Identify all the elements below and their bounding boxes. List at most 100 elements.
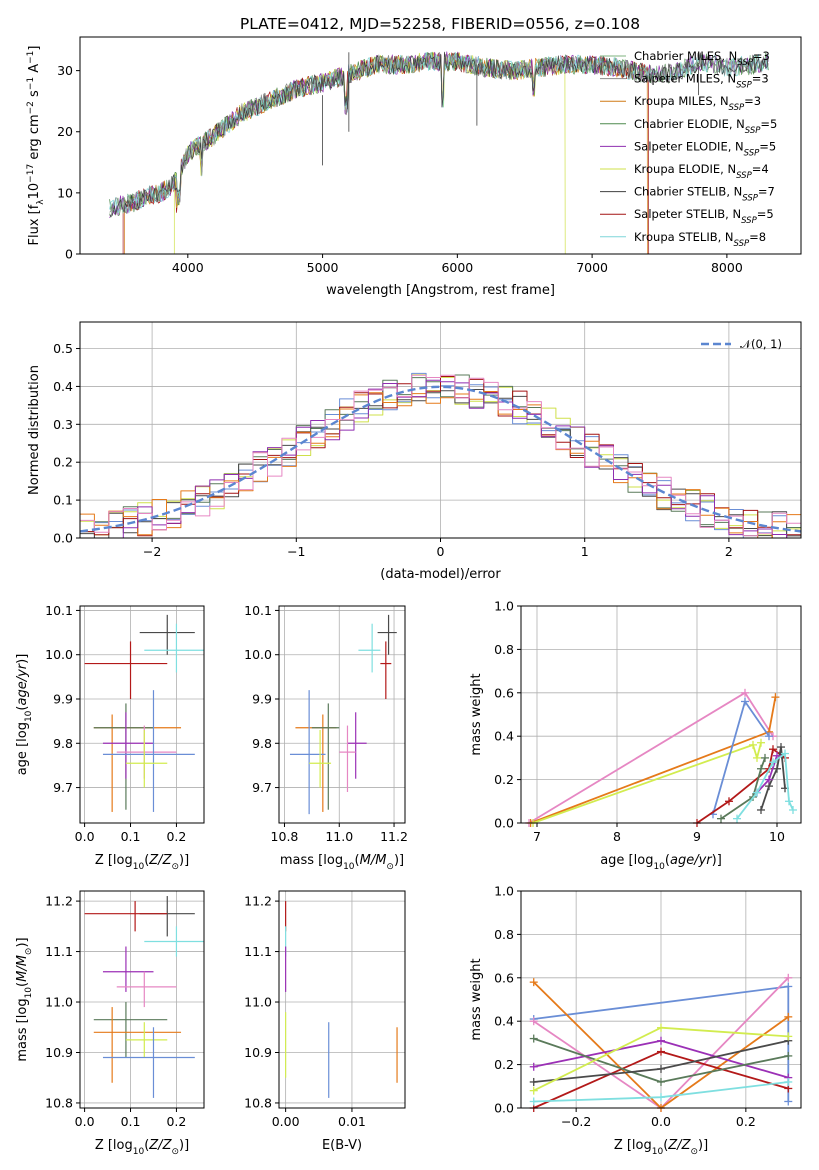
spectrum-xtick-label: 5000 — [307, 260, 339, 275]
mass-ebv-ytick-label: 11.0 — [244, 995, 272, 1010]
mass-ebv-ytick-label: 10.9 — [244, 1045, 272, 1060]
weight-age-ylabel: mass weight — [469, 673, 484, 755]
spectrum-frame — [79, 36, 802, 255]
weight-z-xtick-label: 0.2 — [736, 1114, 756, 1129]
age-mass-xtick-label: 11.0 — [325, 829, 353, 844]
normal-curve — [79, 385, 802, 533]
mass-ebv-xtick-label: 0.00 — [272, 1114, 300, 1129]
weight-age-ytick-label: 0.8 — [494, 642, 514, 657]
weight-age-xtick-label: 7 — [533, 829, 541, 844]
mass-ebv-ytick-label: 11.2 — [244, 894, 272, 909]
mass-z-xtick-label: 0.1 — [121, 1114, 141, 1129]
weight-age-xlabel: age [log10(age/yr)] — [600, 853, 722, 872]
age-mass-xtick-label: 10.8 — [271, 829, 299, 844]
mass-z-xtick-label: 0.0 — [75, 1114, 95, 1129]
weight-age-ytick-label: 0.0 — [494, 816, 514, 831]
age-z-xtick-label: 0.1 — [121, 829, 141, 844]
mass-z-ytick-label: 10.8 — [45, 1095, 73, 1110]
age-z-xlabel: Z [log10(Z/Z⊙)] — [95, 853, 189, 872]
spectrum-xtick-label: 4000 — [172, 260, 204, 275]
legend-label-chabrier_elodie: Chabrier ELODIE, NSSP=5 — [634, 117, 777, 136]
spectrum-ytick-label: 20 — [57, 124, 73, 139]
hist-series-pink — [80, 374, 801, 537]
hist-xlabel: (data-model)/error — [380, 567, 501, 582]
age-mass-frame — [278, 605, 406, 824]
weight-z-xlabel: Z [log10(Z/Z⊙)] — [614, 1138, 708, 1157]
hist-xtick-label: −2 — [143, 544, 161, 559]
age-z-xtick-label: 0.0 — [75, 829, 95, 844]
mass-z-ytick-label: 11.1 — [45, 944, 73, 959]
hist-ytick-label: 0.3 — [53, 417, 73, 432]
age-z-ytick-label: 9.8 — [53, 736, 73, 751]
legend-label-kroupa_elodie: Kroupa ELODIE, NSSP=4 — [634, 162, 769, 181]
legend-label-chabrier_miles: Chabrier MILES, NSSP=3 — [634, 49, 770, 68]
weight-age-series-orange — [530, 696, 777, 824]
mass-ebv-frame — [278, 890, 406, 1109]
spectrum-ytick-label: 30 — [57, 63, 73, 78]
age-mass-xlabel: mass [log10(M/M⊙)] — [280, 853, 404, 872]
mass-ebv-xlabel: E(B-V) — [322, 1138, 362, 1153]
hist-ylabel: Normed distribution — [27, 365, 42, 495]
age-mass-ytick-label: 10.1 — [244, 603, 272, 618]
spectrum-title: PLATE=0412, MJD=52258, FIBERID=0556, z=0… — [240, 15, 640, 33]
spectrum-ytick-label: 10 — [57, 185, 73, 200]
age-z-ytick-label: 10.1 — [45, 603, 73, 618]
spectrum-xtick-label: 8000 — [711, 260, 743, 275]
weight-z-ytick-label: 0.0 — [494, 1101, 514, 1116]
weight-age-ytick-label: 0.4 — [494, 729, 514, 744]
age-mass-ytick-label: 9.9 — [252, 692, 272, 707]
weight-z-ytick-label: 0.2 — [494, 1057, 514, 1072]
age-z-xtick-label: 0.2 — [166, 829, 186, 844]
weight-age-xtick-label: 8 — [613, 829, 621, 844]
weight-age-xtick-label: 9 — [693, 829, 701, 844]
weight-z-ytick-label: 0.6 — [494, 970, 514, 985]
hist-series-salpeter_elodie — [80, 379, 801, 539]
age-z-ytick-label: 9.9 — [53, 692, 73, 707]
legend-label-kroupa_miles: Kroupa MILES, NSSP=3 — [634, 94, 761, 113]
mass-ebv-ytick-label: 10.8 — [244, 1095, 272, 1110]
hist-xtick-label: 2 — [725, 544, 733, 559]
weight-z-ylabel: mass weight — [469, 958, 484, 1040]
legend-label-salpeter_elodie: Salpeter ELODIE, NSSP=5 — [634, 139, 776, 158]
legend-label-salpeter_miles: Salpeter MILES, NSSP=3 — [634, 72, 769, 91]
weight-z-frame — [520, 890, 802, 1109]
hist-ytick-label: 0.0 — [53, 531, 73, 546]
mass-ebv-xtick-label: 0.01 — [338, 1114, 366, 1129]
hist-ytick-label: 0.4 — [53, 379, 73, 394]
spectrum-line-chabrier_stelib — [109, 51, 769, 217]
mass-z-xtick-label: 0.2 — [166, 1114, 186, 1129]
spectrum-ylabel: Flux [fλ10−17 erg cm−2 s−1 A−1] — [26, 46, 46, 246]
weight-age-series-darkgreen — [720, 757, 766, 820]
age-mass-xtick-label: 11.2 — [380, 829, 408, 844]
age-mass-ytick-label: 9.7 — [252, 780, 272, 795]
mass-ebv-ytick-label: 11.1 — [244, 944, 272, 959]
spectrum-xlabel: wavelength [Angstrom, rest frame] — [326, 283, 555, 298]
hist-ytick-label: 0.1 — [53, 493, 73, 508]
weight-z-xtick-label: 0.0 — [651, 1114, 671, 1129]
weight-age-series-cyan — [736, 752, 794, 820]
weight-age-series-yellow — [532, 742, 762, 824]
hist-ytick-label: 0.5 — [53, 341, 73, 356]
legend-label-kroupa_stelib: Kroupa STELIB, NSSP=8 — [634, 230, 766, 249]
age-z-frame — [79, 605, 205, 824]
weight-age-ytick-label: 0.6 — [494, 685, 514, 700]
age-z-ytick-label: 9.7 — [53, 780, 73, 795]
age-mass-ytick-label: 9.8 — [252, 736, 272, 751]
mass-z-ytick-label: 10.9 — [45, 1045, 73, 1060]
age-z-ylabel: age [log10(age/yr)] — [15, 654, 34, 776]
hist-xtick-label: −1 — [287, 544, 305, 559]
legend-label-chabrier_stelib: Chabrier STELIB, NSSP=7 — [634, 185, 775, 204]
mass-z-ylabel: mass [log10(M/M⊙)] — [15, 937, 34, 1061]
weight-age-frame — [520, 605, 802, 824]
spectrum-xtick-label: 7000 — [576, 260, 608, 275]
weight-age-ytick-label: 1.0 — [494, 599, 514, 614]
weight-age-xtick-label: 10 — [769, 829, 785, 844]
weight-z-ytick-label: 0.4 — [494, 1014, 514, 1029]
mass-z-xlabel: Z [log10(Z/Z⊙)] — [95, 1138, 189, 1157]
weight-z-ytick-label: 1.0 — [494, 884, 514, 899]
weight-age-ytick-label: 0.2 — [494, 772, 514, 787]
mass-z-ytick-label: 11.2 — [45, 894, 73, 909]
legend-label-salpeter_stelib: Salpeter STELIB, NSSP=5 — [634, 207, 774, 226]
hist-xtick-label: 0 — [437, 544, 445, 559]
